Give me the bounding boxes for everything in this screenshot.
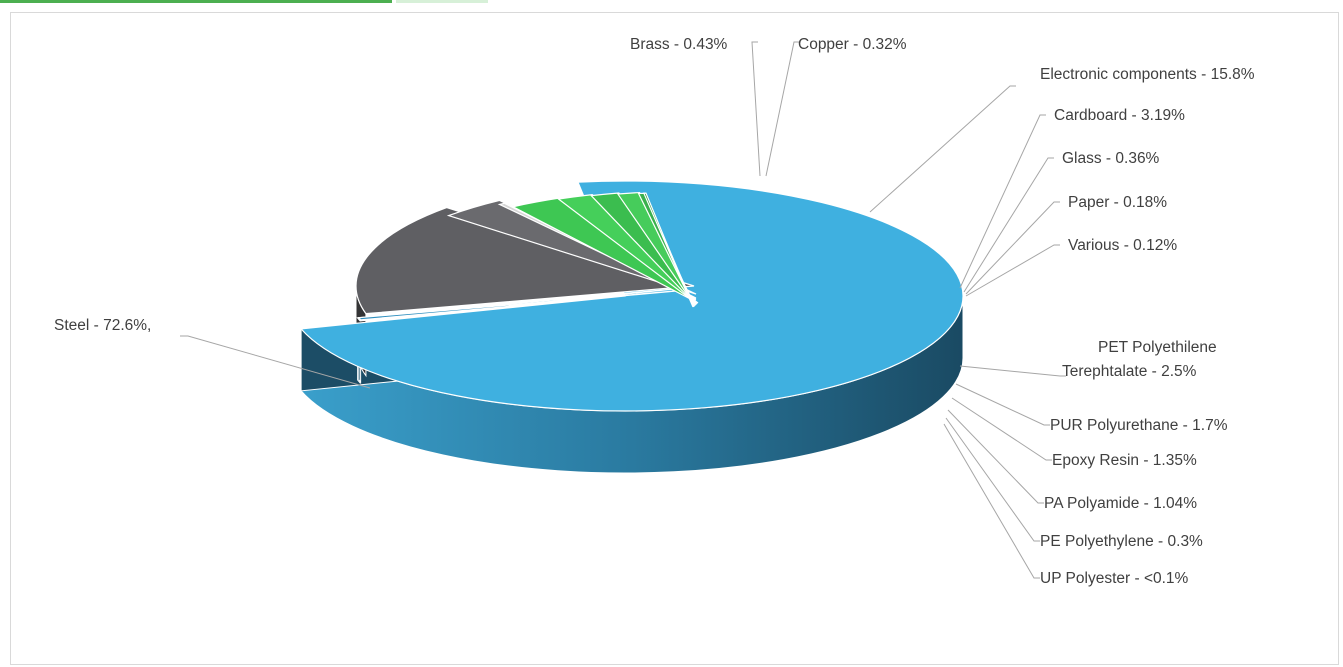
pie-slice-steel-72-6 <box>299 180 964 412</box>
leader-line-pa-polyamide-1-04 <box>947 409 1044 504</box>
pie-slice-pa-polyamide-1-04 <box>616 191 696 307</box>
leader-line-steel-72-6 <box>180 335 371 389</box>
data-label-pe-polyethylene-0-3: PE Polyethylene - 0.3% <box>1040 533 1203 550</box>
pie-slice-up-polyester-0-1 <box>642 192 694 308</box>
top-accent-strip-light <box>396 0 488 3</box>
pie-slice-epoxy-resin-1-35 <box>590 192 697 306</box>
leader-line-electronic-components-15-8 <box>869 85 1016 213</box>
chart-frame <box>10 12 1339 665</box>
data-label-cardboard-3-19: Cardboard - 3.19% <box>1054 107 1185 124</box>
top-accent-strip <box>0 0 392 3</box>
leader-line-cardboard-3-19 <box>959 114 1046 289</box>
leader-line-paper-0-18 <box>965 201 1060 295</box>
pie-slice-cardboard-3-19 <box>446 199 697 295</box>
pie-slice-copper-0-32 <box>357 289 688 321</box>
data-label-steel-72-6: Steel - 72.6%, <box>54 317 151 334</box>
leader-line-epoxy-resin-1-35 <box>951 397 1052 461</box>
data-label-pet-polyethilene-terephtalate-2-5: PET Polyethilene Terephtalate - 2.5% <box>1062 339 1217 380</box>
data-label-up-polyester-0-1: UP Polyester - <0.1% <box>1040 570 1189 587</box>
data-label-electronic-components-15-8: Electronic components - 15.8% <box>1040 66 1255 83</box>
data-label-paper-0-18: Paper - 0.18% <box>1068 194 1167 211</box>
leader-line-pur-polyurethane-1-7 <box>955 383 1050 426</box>
leader-line-pe-polyethylene-0-3 <box>945 417 1040 542</box>
leader-line-up-polyester-0-1 <box>943 423 1040 579</box>
data-label-epoxy-resin-1-35: Epoxy Resin - 1.35% <box>1052 452 1197 469</box>
pie-slice-electronic-components-15-8 <box>355 206 695 315</box>
leader-line-glass-0-36 <box>963 157 1054 293</box>
data-label-copper-0-32: Copper - 0.32% <box>798 36 907 53</box>
data-label-pur-polyurethane-1-7: PUR Polyurethane - 1.7% <box>1050 417 1228 434</box>
data-label-brass-0-43: Brass - 0.43% <box>630 36 728 53</box>
pie-slice-pur-polyurethane-1-7 <box>557 194 698 305</box>
leader-line-copper-0-32 <box>765 41 800 177</box>
leader-line-brass-0-43 <box>751 41 761 177</box>
data-label-pa-polyamide-1-04: PA Polyamide - 1.04% <box>1044 495 1197 512</box>
leader-line-various-0-12 <box>965 244 1060 297</box>
pie-slice-pet-polyethilene-terephtalate-2-5 <box>511 197 699 304</box>
leader-line-pet-polyethilene-terephtalate-2-5 <box>959 365 1066 377</box>
data-label-various-0-12: Various - 0.12% <box>1068 237 1177 254</box>
data-label-glass-0-36: Glass - 0.36% <box>1062 150 1160 167</box>
